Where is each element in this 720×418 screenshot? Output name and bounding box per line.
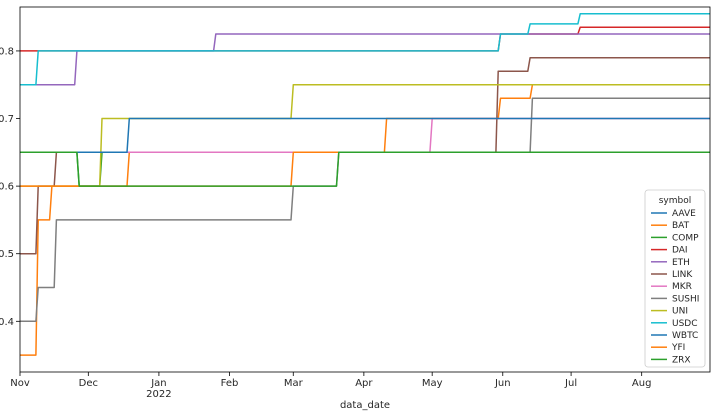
x-tick-label: Jun <box>494 378 511 389</box>
x-axis-label: data_date <box>340 400 390 411</box>
y-axis: 0.4 0.5 0.6 0.7 0.8 <box>0 46 20 328</box>
y-tick-label: 0.4 <box>0 317 14 328</box>
x-tick-label: Jan <box>150 378 166 389</box>
legend-label-wbtc: WBTC <box>672 331 698 341</box>
y-tick-label: 0.8 <box>0 46 14 57</box>
legend-items: AAVE BAT COMP DAI ETH LINK MKR SUSHI UNI USDC WBTC… <box>651 209 699 365</box>
legend-label-comp: COMP <box>672 233 699 243</box>
x-tick-sublabel: 2022 <box>146 389 171 400</box>
x-tick-label: Apr <box>355 378 373 389</box>
series-line-usdc <box>20 13 710 86</box>
legend-label-usdc: USDC <box>672 319 698 329</box>
x-tick-label: Jul <box>564 378 577 389</box>
x-tick-label: May <box>422 378 443 389</box>
legend-title: symbol <box>659 196 692 206</box>
x-tick-label: Aug <box>632 378 652 389</box>
series-layer <box>20 13 710 356</box>
series-line-sushi <box>20 97 710 323</box>
y-tick-label: 0.7 <box>0 114 14 125</box>
legend: symbol AAVE BAT COMP DAI ETH LINK MKR SUSHI UNI U… <box>644 189 706 368</box>
legend-label-yfi: YFI <box>671 343 685 353</box>
x-tick-label: Nov <box>10 378 30 389</box>
y-tick-label: 0.5 <box>0 249 14 260</box>
legend-label-aave: AAVE <box>672 209 696 219</box>
legend-label-bat: BAT <box>672 221 690 231</box>
legend-label-uni: UNI <box>672 307 688 317</box>
x-tick-label: Mar <box>284 378 304 389</box>
plot-background <box>20 7 710 372</box>
plot-frame <box>19 6 711 373</box>
legend-label-zrx: ZRX <box>672 355 691 365</box>
series-line-zrx <box>20 151 710 187</box>
legend-label-sushi: SUSHI <box>672 294 699 304</box>
legend-label-link: LINK <box>672 270 693 280</box>
legend-label-dai: DAI <box>672 246 688 256</box>
x-tick-label: Dec <box>79 378 98 389</box>
x-tick-label: Feb <box>221 378 239 389</box>
legend-label-eth: ETH <box>672 258 690 268</box>
legend-label-mkr: MKR <box>672 282 692 292</box>
y-tick-label: 0.6 <box>0 182 14 193</box>
